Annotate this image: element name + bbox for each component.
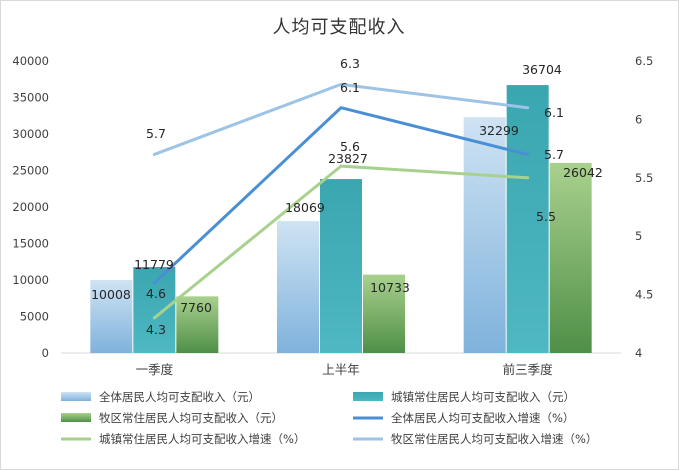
left-tick-label: 25000: [12, 164, 49, 178]
legend-label: 全体居民人均可支配收入增速（%）: [391, 411, 574, 425]
bar-data-label: 10733: [370, 280, 410, 295]
line-series-1: [152, 106, 530, 285]
bar-data-label: 7760: [180, 300, 212, 315]
left-tick-label: 15000: [12, 237, 49, 251]
legend-swatch-bar: [61, 392, 91, 401]
line-data-label: 4.3: [146, 322, 166, 337]
axes-group: 0 5000 10000 15000 20000 25000 30000 35000 40000…: [12, 54, 653, 377]
data-labels-group: 10008 18069 32299 11779 23827 36704 7760 10733 2…: [91, 56, 603, 337]
bar-1: [463, 117, 506, 353]
line-data-label: 5.7: [544, 147, 564, 162]
bar-1: [277, 221, 319, 353]
bar-data-label: 23827: [328, 151, 368, 166]
category-label: 一季度: [136, 362, 174, 377]
legend-label: 牧区常住居民人均可支配收入（元）: [99, 411, 283, 425]
line-data-label: 4.6: [146, 286, 166, 301]
category-label: 上半年: [322, 362, 360, 377]
right-tick-label: 6: [635, 112, 642, 126]
line-data-label: 5.5: [536, 209, 556, 224]
chart-title: 人均可支配收入: [273, 17, 406, 38]
category-label: 前三季度: [503, 362, 554, 377]
bar-3: [363, 274, 405, 353]
left-tick-label: 35000: [12, 91, 49, 105]
bar-data-label: 18069: [285, 200, 325, 215]
left-tick-label: 20000: [12, 200, 49, 214]
left-tick-label: 30000: [12, 127, 49, 141]
bar-1: [90, 279, 133, 353]
right-tick-label: 4.5: [635, 288, 653, 302]
left-tick-label: 0: [42, 346, 49, 360]
bar-data-label: 11779: [134, 257, 174, 272]
legend-label: 牧区常住居民人均可支配收入增速（%）: [391, 432, 597, 446]
line-series-2: [152, 164, 530, 320]
right-tick-label: 5.5: [635, 171, 653, 185]
legend-label: 全体居民人均可支配收入（元）: [99, 390, 260, 404]
line-data-label: 6.3: [340, 56, 360, 71]
bar-3: [176, 296, 219, 353]
lines-group: [152, 82, 530, 320]
bar-data-label: 32299: [479, 123, 519, 138]
bar-2: [320, 179, 362, 353]
line-data-label: 6.1: [544, 105, 564, 120]
right-tick-label: 4: [635, 346, 642, 360]
bar-2: [506, 85, 549, 354]
line-series-3: [152, 82, 530, 156]
left-tick-label: 10000: [12, 273, 49, 287]
bar-3: [549, 162, 592, 353]
bars-group: [90, 85, 592, 354]
right-tick-label: 6.5: [635, 54, 653, 68]
bar-data-label: 26042: [563, 165, 603, 180]
right-tick-label: 5: [635, 229, 642, 243]
legend-swatch-bar: [353, 392, 383, 401]
legend-swatch-bar: [61, 413, 91, 422]
bar-2: [133, 267, 176, 353]
line-data-label: 6.1: [340, 80, 360, 95]
left-tick-label: 5000: [20, 310, 49, 324]
legend-group: 全体居民人均可支配收入（元） 城镇常住居民人均可支配收入（元） 牧区常住居民人均可支…: [61, 390, 597, 446]
line-data-label: 5.7: [146, 126, 166, 141]
bar-data-label: 10008: [91, 287, 131, 302]
left-tick-label: 40000: [12, 54, 49, 68]
bar-data-label: 36704: [522, 62, 562, 77]
legend-label: 城镇常住居民人均可支配收入（元）: [391, 390, 575, 404]
legend-label: 城镇常住居民人均可支配收入增速（%）: [99, 432, 305, 446]
line-data-label: 5.6: [340, 139, 360, 154]
